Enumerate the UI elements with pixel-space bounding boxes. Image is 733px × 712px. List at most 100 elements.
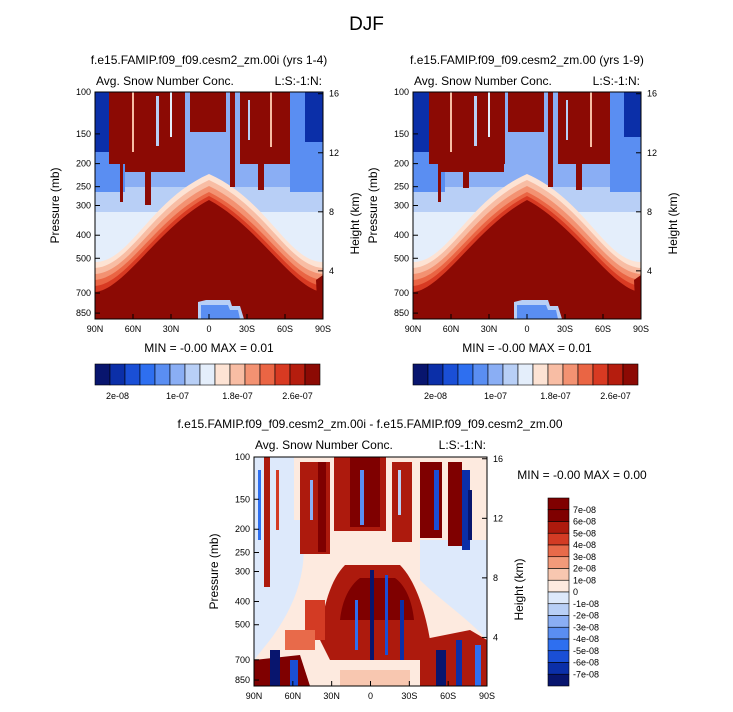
x-tick-label: 30N [323, 691, 340, 701]
colorbar-label: -3e-08 [573, 622, 599, 632]
y-tick-label: 300 [76, 201, 91, 211]
x-tick-label: 60N [125, 324, 142, 334]
y2-axis-label: Height (km) [512, 558, 526, 620]
colorbar-swatch [487, 363, 504, 386]
colorbar-swatch [259, 363, 276, 386]
y-axis-label: Pressure (mb) [207, 533, 221, 609]
colorbar-label: 0 [573, 587, 578, 597]
panel-2-axes: 90N 60N 30N 0 30S 60S 90S 100 150 200 250 300 400 500… [366, 87, 680, 334]
colorbar-label: 1e-07 [484, 391, 507, 401]
colorbar-swatch [547, 556, 570, 569]
colorbar-swatch [184, 363, 201, 386]
x-tick-label: 90N [87, 324, 104, 334]
colorbar-swatch [592, 363, 609, 386]
x-tick-label: 60N [285, 691, 302, 701]
y-tick-label: 500 [76, 253, 91, 263]
colorbar-swatch [622, 363, 639, 386]
panel-1-variable-label: Avg. Snow Number Conc. [96, 74, 234, 88]
y-tick-label: 150 [235, 494, 250, 504]
panel-3-field [254, 457, 487, 686]
colorbar-label: -2e-08 [573, 611, 599, 621]
colorbar-swatch [229, 363, 246, 386]
colorbar-swatch [472, 363, 489, 386]
y-tick-label: 700 [235, 655, 250, 665]
colorbar-label: 2.6e-07 [600, 391, 631, 401]
colorbar-swatch [289, 363, 306, 386]
y2-tick-label: 12 [329, 148, 339, 158]
y2-tick-label: 12 [493, 513, 503, 523]
colorbar-swatch [109, 363, 126, 386]
y-tick-label: 150 [76, 129, 91, 139]
colorbar-swatch [304, 363, 321, 386]
y-tick-label: 850 [235, 675, 250, 685]
colorbar-label: 1e-08 [573, 575, 596, 585]
colorbar-swatch [169, 363, 186, 386]
y-tick-label: 300 [235, 567, 250, 577]
y-tick-label: 250 [394, 182, 409, 192]
colorbar-swatch [517, 363, 534, 386]
y-axis-label: Pressure (mb) [48, 167, 62, 243]
colorbar-swatch [547, 532, 570, 546]
x-tick-label: 0 [524, 324, 529, 334]
panel-2-field [413, 92, 641, 319]
x-tick-label: 60S [277, 324, 293, 334]
colorbar-swatch [547, 363, 564, 386]
panel-2-level-label: L:S:-1:N: [593, 74, 640, 88]
y-tick-label: 700 [76, 288, 91, 298]
panel-1-level-label: L:S:-1:N: [275, 74, 322, 88]
colorbar-swatch [547, 544, 570, 558]
y-axis-label: Pressure (mb) [366, 167, 380, 243]
y2-tick-label: 16 [329, 89, 339, 99]
colorbar-swatch [244, 363, 261, 386]
y-tick-label: 850 [394, 308, 409, 318]
y2-axis-label: Height (km) [666, 192, 680, 254]
colorbar-swatch [139, 363, 156, 386]
panel-2-colorbar: 2e-08 1e-07 1.8e-07 2.6e-07 [412, 363, 639, 401]
colorbar-label: 1.8e-07 [540, 391, 571, 401]
colorbar-label: 5e-08 [573, 528, 596, 538]
y-tick-label: 200 [394, 159, 409, 169]
colorbar-label: -5e-08 [573, 646, 599, 656]
colorbar-swatch [547, 521, 570, 534]
colorbar-label: -4e-08 [573, 634, 599, 644]
x-tick-label: 60S [595, 324, 611, 334]
y-tick-label: 250 [76, 182, 91, 192]
y-tick-label: 500 [394, 253, 409, 263]
colorbar-label: 1e-07 [166, 391, 189, 401]
colorbar-swatch [547, 568, 570, 581]
y-tick-label: 500 [235, 620, 250, 630]
colorbar-swatch [94, 363, 111, 386]
colorbar-swatch [154, 363, 171, 386]
colorbar-label: -6e-08 [573, 658, 599, 668]
panel-1-field [95, 92, 323, 319]
y-tick-label: 850 [76, 308, 91, 318]
colorbar-label: 6e-08 [573, 517, 596, 527]
colorbar-swatch [214, 363, 231, 386]
colorbar-swatch [547, 673, 570, 687]
x-tick-label: 60S [440, 691, 456, 701]
colorbar-swatch [457, 363, 474, 386]
y-tick-label: 200 [76, 159, 91, 169]
y-tick-label: 100 [394, 87, 409, 97]
x-tick-label: 90S [315, 324, 331, 334]
colorbar-swatch [547, 650, 570, 663]
panel-3-axes: 90N 60N 30N 0 30S 60S 90S 100 150 200 250 300 400 500… [207, 452, 526, 701]
x-tick-label: 30N [481, 324, 498, 334]
colorbar-label: 3e-08 [573, 552, 596, 562]
colorbar-label: 4e-08 [573, 540, 596, 550]
x-tick-label: 30S [401, 691, 417, 701]
panel-2-title: f.e15.FAMIP.f09_f09.cesm2_zm.00 (yrs 1-9… [410, 53, 644, 67]
x-tick-label: 90S [633, 324, 649, 334]
colorbar-swatch [442, 363, 459, 386]
y2-tick-label: 4 [647, 266, 652, 276]
x-tick-label: 90N [246, 691, 263, 701]
panel-3-title: f.e15.FAMIP.f09_f09.cesm2_zm.00i - f.e15… [177, 417, 562, 431]
panel-1: f.e15.FAMIP.f09_f09.cesm2_zm.00i (yrs 1-… [48, 53, 362, 401]
page-title: DJF [349, 14, 384, 35]
x-tick-label: 0 [368, 691, 373, 701]
x-tick-label: 30N [163, 324, 180, 334]
y2-tick-label: 8 [493, 573, 498, 583]
y-tick-label: 400 [235, 596, 250, 606]
colorbar-swatch [502, 363, 519, 386]
y2-tick-label: 8 [329, 207, 334, 217]
